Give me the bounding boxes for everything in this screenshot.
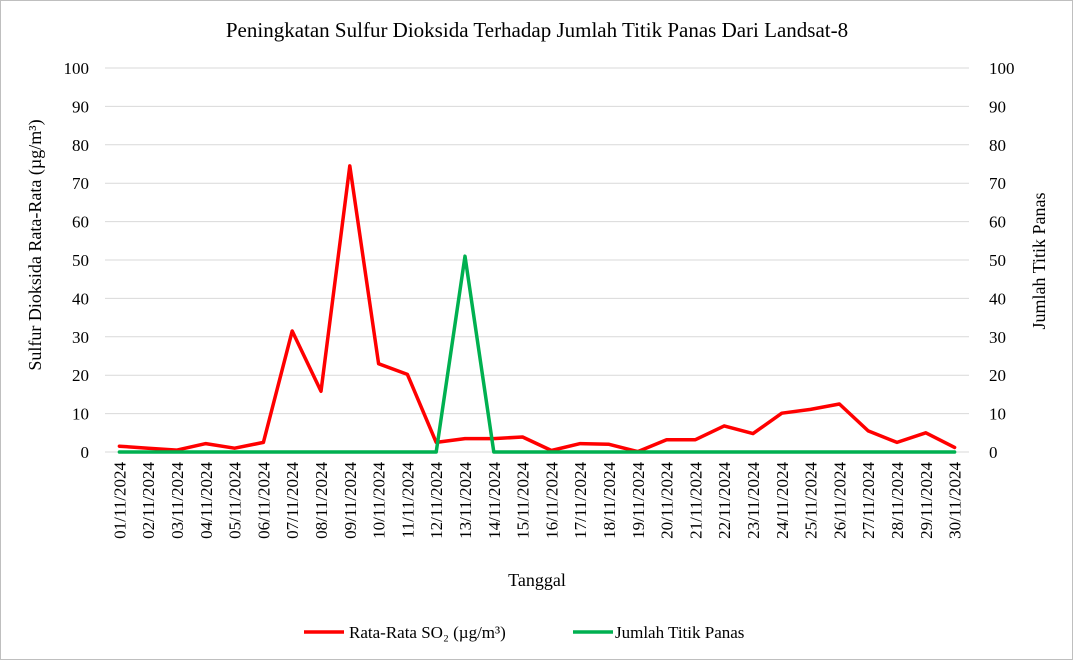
x-axis-ticks: 01/11/2024 02/11/2024 03/11/2024 04/11/2024… <box>110 462 964 539</box>
left-axis-ticks: 0 10 20 30 40 50 60 70 80 90 100 <box>64 59 90 462</box>
x-tick-label: 03/11/2024 <box>168 462 187 539</box>
y-tick-label: 40 <box>72 289 89 308</box>
y2-tick-label: 100 <box>989 59 1015 78</box>
series-line-hotspot <box>117 254 957 454</box>
series-line-so2 <box>117 164 957 454</box>
x-tick-label: 20/11/2024 <box>658 462 677 539</box>
x-tick-label: 23/11/2024 <box>744 462 763 539</box>
y2-tick-label: 60 <box>989 213 1006 232</box>
y2-tick-label: 70 <box>989 174 1006 193</box>
x-tick-label: 28/11/2024 <box>888 462 907 539</box>
chart-title: Peningkatan Sulfur Dioksida Terhadap Jum… <box>226 18 848 42</box>
x-tick-label: 16/11/2024 <box>542 462 561 539</box>
x-tick-label: 11/11/2024 <box>398 462 417 539</box>
y-tick-label: 20 <box>72 366 89 385</box>
y-tick-label: 90 <box>72 97 89 116</box>
y2-tick-label: 20 <box>989 366 1006 385</box>
x-tick-label: 15/11/2024 <box>514 462 533 539</box>
x-tick-label: 09/11/2024 <box>341 462 360 539</box>
x-tick-label: 10/11/2024 <box>370 462 389 539</box>
x-tick-label: 18/11/2024 <box>600 462 619 539</box>
y-axis-label: Sulfur Dioksida Rata-Rata (µg/m³) <box>25 119 46 370</box>
y2-tick-label: 50 <box>989 251 1006 270</box>
y-tick-label: 80 <box>72 136 89 155</box>
x-tick-label: 12/11/2024 <box>427 462 446 539</box>
x-tick-label: 24/11/2024 <box>773 462 792 539</box>
legend-label-hotspot: Jumlah Titik Panas <box>615 623 744 642</box>
x-tick-label: 07/11/2024 <box>283 462 302 539</box>
y2-tick-label: 40 <box>989 289 1006 308</box>
gridlines <box>105 67 969 453</box>
x-tick-label: 17/11/2024 <box>571 462 590 539</box>
y-tick-label: 50 <box>72 251 89 270</box>
x-tick-label: 22/11/2024 <box>715 462 734 539</box>
y-tick-label: 60 <box>72 213 89 232</box>
legend: Rata-Rata SO₂ (µg/m³) Jumlah Titik Panas <box>304 623 744 642</box>
y2-axis-label: Jumlah Titik Panas <box>1029 192 1049 329</box>
x-tick-label: 27/11/2024 <box>859 462 878 539</box>
x-tick-label: 19/11/2024 <box>629 462 648 539</box>
y2-tick-label: 0 <box>989 443 998 462</box>
x-tick-label: 30/11/2024 <box>946 462 965 539</box>
x-tick-label: 02/11/2024 <box>139 462 158 539</box>
x-tick-label: 14/11/2024 <box>485 462 504 539</box>
y2-tick-label: 80 <box>989 136 1006 155</box>
legend-label-so2: Rata-Rata SO₂ (µg/m³) <box>349 623 506 642</box>
x-tick-label: 06/11/2024 <box>254 462 273 539</box>
y-tick-label: 70 <box>72 174 89 193</box>
right-axis-ticks: 0 10 20 30 40 50 60 70 80 90 100 <box>989 59 1015 462</box>
y2-tick-label: 10 <box>989 405 1006 424</box>
x-axis-label: Tanggal <box>508 570 566 590</box>
x-tick-label: 01/11/2024 <box>110 462 129 539</box>
x-tick-label: 05/11/2024 <box>226 462 245 539</box>
series-lines <box>117 164 957 454</box>
y-tick-label: 100 <box>64 59 90 78</box>
x-tick-label: 13/11/2024 <box>456 462 475 539</box>
x-tick-label: 26/11/2024 <box>830 462 849 539</box>
x-tick-label: 04/11/2024 <box>197 462 216 539</box>
y-tick-label: 0 <box>81 443 90 462</box>
x-tick-label: 08/11/2024 <box>312 462 331 539</box>
y-tick-label: 30 <box>72 328 89 347</box>
x-tick-label: 29/11/2024 <box>917 462 936 539</box>
y-tick-label: 10 <box>72 405 89 424</box>
x-tick-label: 21/11/2024 <box>686 462 705 539</box>
y2-tick-label: 30 <box>989 328 1006 347</box>
x-tick-label: 25/11/2024 <box>802 462 821 539</box>
y2-tick-label: 90 <box>989 97 1006 116</box>
